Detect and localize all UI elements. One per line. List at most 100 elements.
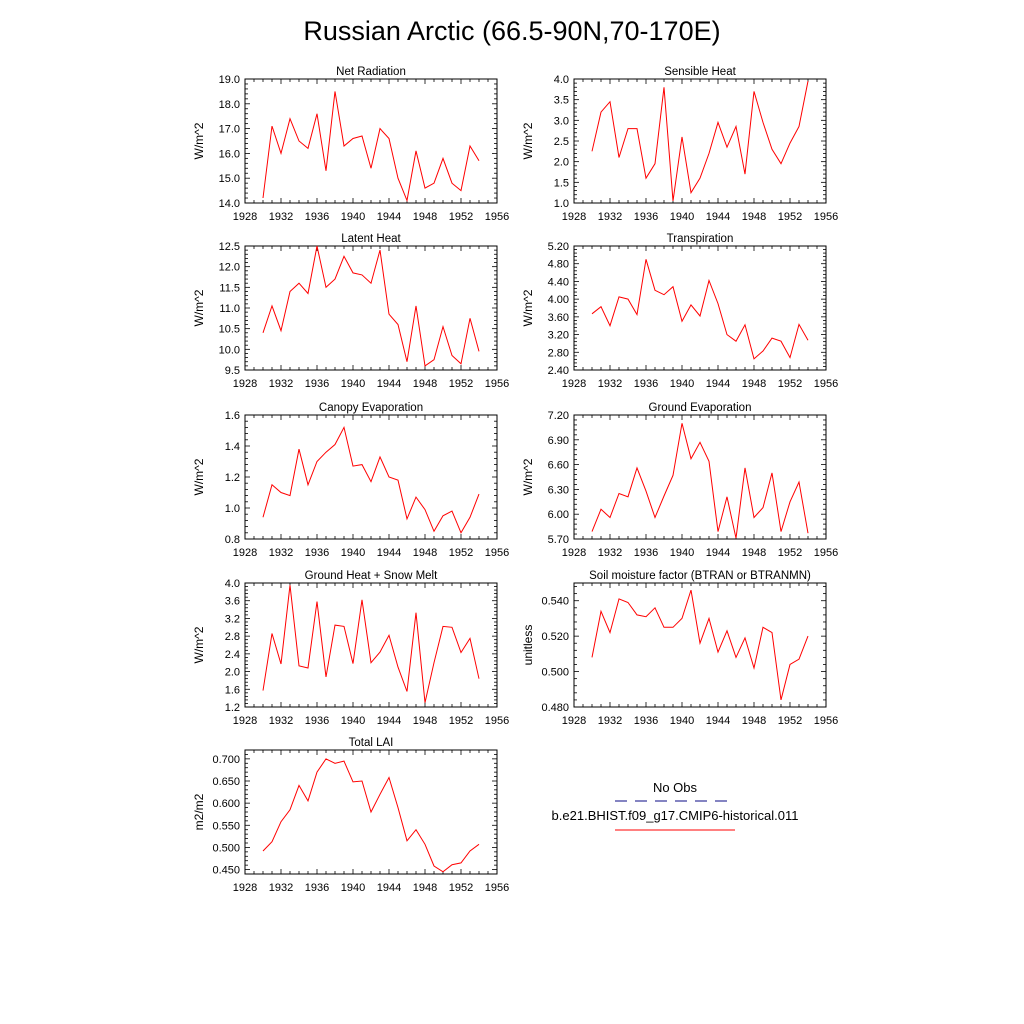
series-line [262, 245, 480, 367]
x-tick-label: 1936 [634, 211, 658, 223]
x-tick-label: 1936 [634, 378, 658, 390]
x-tick-label: 1948 [742, 211, 766, 223]
chart-panel: Sensible Heat W/m^2 1928 1932 1936 1940 1944 19… [521, 66, 838, 223]
x-tick-label: 1956 [485, 715, 509, 727]
y-tick-label: 3.2 [225, 613, 240, 625]
x-tick-label: 1936 [305, 715, 329, 727]
x-tick-label: 1944 [377, 882, 401, 894]
series-line [591, 589, 809, 701]
x-tick-label: 1948 [742, 378, 766, 390]
y-tick-label: 2.0 [225, 667, 240, 679]
y-tick-label: 11.0 [219, 303, 240, 315]
series-line [262, 425, 480, 534]
y-tick-label: 0.550 [212, 820, 240, 832]
y-tick-label: 16.0 [219, 148, 240, 160]
y-tick-label: 0.500 [541, 667, 569, 679]
y-tick-label: 17.0 [219, 124, 240, 136]
x-tick-label: 1956 [485, 882, 509, 894]
y-tick-label: 2.4 [225, 649, 240, 661]
y-tick-label: 10.0 [219, 344, 240, 356]
y-tick-label: 19.0 [219, 74, 240, 86]
plot-frame [573, 414, 827, 540]
y-axis-label: W/m^2 [192, 626, 206, 663]
x-tick-label: 1928 [562, 378, 586, 390]
series-line [262, 91, 480, 203]
x-tick-label: 1928 [562, 547, 586, 559]
x-tick-label: 1940 [341, 715, 365, 727]
y-axis-label: W/m^2 [192, 289, 206, 326]
x-tick-label: 1952 [449, 547, 473, 559]
x-tick-label: 1932 [269, 547, 293, 559]
y-axis-label: W/m^2 [192, 458, 206, 495]
x-tick-label: 1952 [778, 715, 802, 727]
x-tick-label: 1948 [413, 547, 437, 559]
x-tick-label: 1940 [341, 547, 365, 559]
figure-title: Russian Arctic (66.5-90N,70-170E) [303, 16, 720, 46]
series-line [591, 81, 809, 201]
legend: No Obs b.e21.BHIST.f09_g17.CMIP6-histori… [552, 780, 799, 831]
x-tick-label: 1944 [377, 715, 401, 727]
x-tick-label: 1952 [449, 882, 473, 894]
x-tick-label: 1956 [814, 715, 838, 727]
x-tick-label: 1952 [778, 378, 802, 390]
x-tick-label: 1952 [778, 547, 802, 559]
x-tick-label: 1928 [233, 547, 257, 559]
x-tick-label: 1948 [413, 378, 437, 390]
x-tick-label: 1928 [233, 211, 257, 223]
y-tick-label: 1.0 [225, 503, 240, 515]
x-tick-label: 1956 [485, 378, 509, 390]
y-axis-label: W/m^2 [521, 122, 535, 159]
y-tick-label: 3.5 [554, 95, 569, 107]
y-tick-label: 3.6 [225, 596, 240, 608]
x-tick-label: 1936 [305, 882, 329, 894]
legend-obs-label: No Obs [653, 780, 698, 795]
y-tick-label: 1.2 [225, 472, 240, 484]
y-tick-label: 2.40 [548, 365, 569, 377]
x-tick-label: 1948 [742, 715, 766, 727]
y-tick-label: 4.00 [548, 294, 569, 306]
y-tick-label: 0.520 [541, 631, 569, 643]
y-tick-label: 2.8 [225, 631, 240, 643]
x-tick-label: 1932 [269, 715, 293, 727]
y-tick-label: 0.480 [541, 702, 569, 714]
plot-frame [573, 78, 827, 204]
y-axis-label: m2/m2 [192, 793, 206, 830]
x-tick-label: 1952 [449, 211, 473, 223]
panel-title: Total LAI [349, 737, 394, 749]
y-tick-label: 0.8 [225, 534, 240, 546]
y-tick-label: 0.450 [212, 865, 240, 877]
x-tick-label: 1932 [269, 211, 293, 223]
x-tick-label: 1948 [742, 547, 766, 559]
panel-title: Canopy Evaporation [319, 402, 423, 414]
x-tick-label: 1936 [305, 547, 329, 559]
x-tick-label: 1956 [485, 211, 509, 223]
y-tick-label: 11.5 [219, 282, 240, 294]
chart-panel: Net Radiation W/m^2 1928 1932 1936 1940 1944 19… [192, 66, 509, 223]
x-tick-label: 1936 [634, 715, 658, 727]
x-tick-label: 1940 [341, 882, 365, 894]
y-axis-label: W/m^2 [521, 458, 535, 495]
y-tick-label: 0.540 [541, 596, 569, 608]
x-tick-label: 1928 [562, 211, 586, 223]
plot-frame [244, 78, 498, 204]
x-tick-label: 1948 [413, 882, 437, 894]
x-tick-label: 1928 [562, 715, 586, 727]
legend-model-label: b.e21.BHIST.f09_g17.CMIP6-historical.011 [552, 808, 799, 823]
panel-title: Ground Heat + Snow Melt [305, 570, 438, 582]
y-tick-label: 1.2 [225, 702, 240, 714]
x-tick-label: 1940 [341, 378, 365, 390]
y-tick-label: 1.6 [225, 684, 240, 696]
y-tick-label: 3.0 [554, 115, 569, 127]
y-tick-label: 5.70 [548, 534, 569, 546]
chart-panel: Ground Heat + Snow Melt W/m^2 1928 1932 1936… [192, 570, 509, 727]
x-tick-label: 1940 [341, 211, 365, 223]
y-tick-label: 1.6 [225, 410, 240, 422]
chart-panel: Latent Heat W/m^2 1928 1932 1936 1940 1944 1948… [192, 233, 509, 390]
x-tick-label: 1940 [670, 715, 694, 727]
y-tick-label: 6.00 [548, 509, 569, 521]
y-tick-label: 1.0 [554, 198, 569, 210]
panel-title: Latent Heat [341, 233, 401, 245]
y-tick-label: 0.650 [212, 776, 240, 788]
y-tick-label: 0.700 [212, 754, 240, 766]
y-tick-label: 4.80 [548, 259, 569, 271]
